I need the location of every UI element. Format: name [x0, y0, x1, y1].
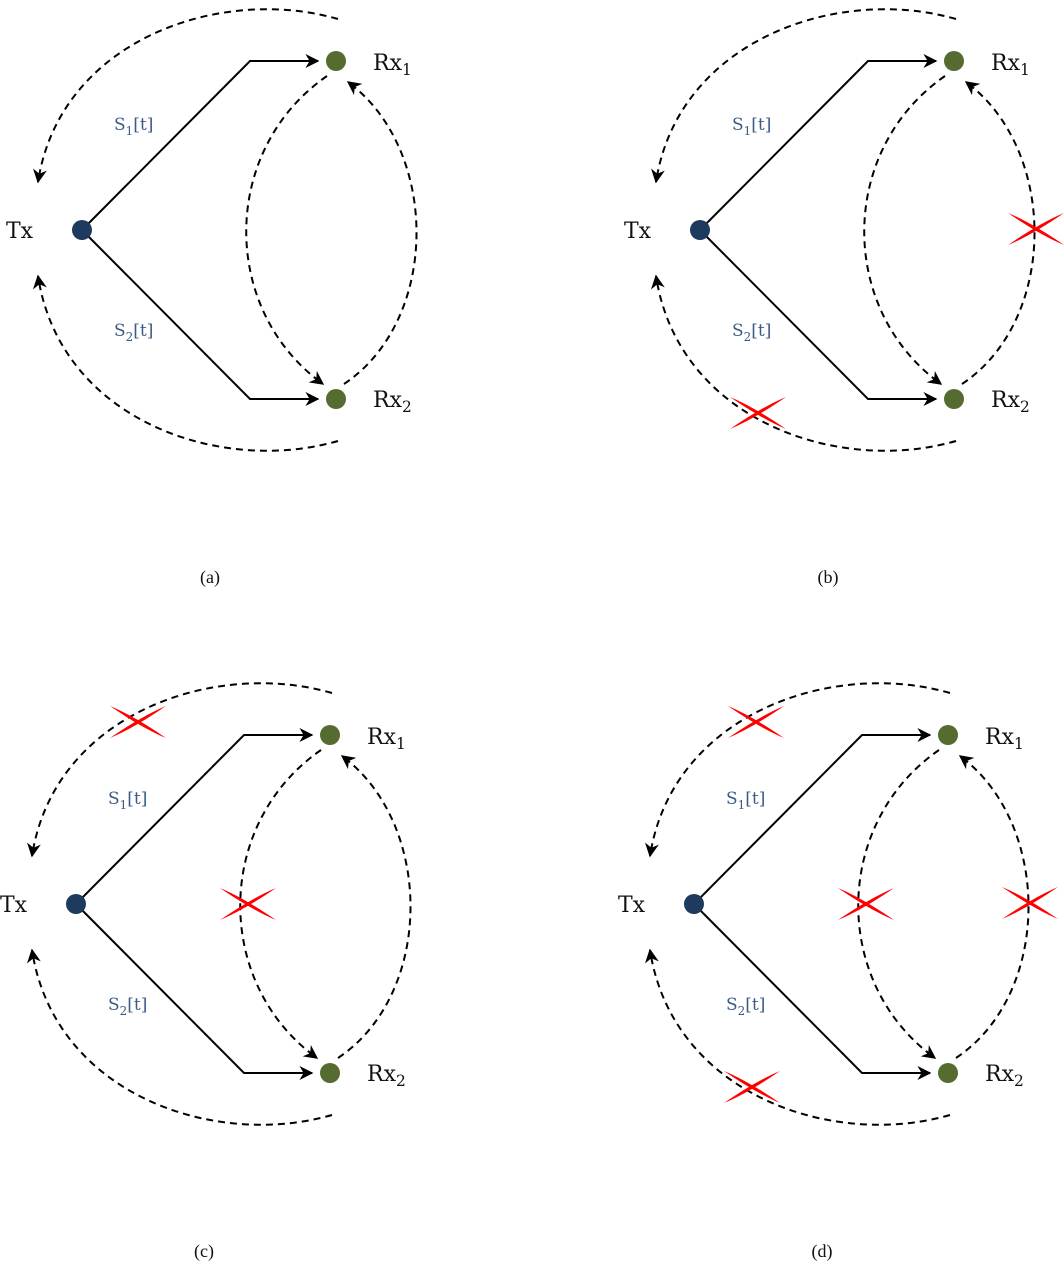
rx1-label: Rx1: [991, 51, 1030, 79]
tx-node: [690, 220, 710, 240]
rx1-label: Rx1: [985, 725, 1024, 753]
rx2-node: [944, 389, 964, 409]
rx2-label: Rx2: [373, 388, 412, 416]
link-rx1-to-rx2: [857, 749, 940, 1059]
signal-path-s1: [699, 54, 938, 231]
blocked-rx1-to-tx-mark: [110, 706, 166, 738]
s1-label: S1[t]: [114, 115, 153, 138]
link-rx2-to-tx: [644, 948, 951, 1126]
rx2-label: Rx2: [991, 388, 1030, 416]
tx-label: Tx: [624, 219, 652, 244]
signal-path-s2: [75, 903, 314, 1080]
blocked-rx2-to-tx-mark: [730, 397, 786, 429]
link-rx1-to-rx2: [863, 75, 946, 385]
s1-label: S1[t]: [732, 115, 771, 138]
s2-label: S2[t]: [726, 995, 765, 1018]
panel-caption: (d): [812, 1241, 833, 1262]
panel-d: Tx Rx1 Rx2 S1[t] S2[t] (d): [618, 682, 1058, 1262]
link-rx2-to-rx1: [961, 81, 1036, 385]
signal-path-s2: [699, 229, 938, 406]
tx-label: Tx: [618, 893, 646, 918]
link-rx1-to-rx2: [245, 75, 328, 385]
signal-path-s1: [693, 728, 932, 905]
link-rx1-to-tx: [645, 682, 951, 858]
panel-c: Tx Rx1 Rx2 S1[t] S2[t] (c): [0, 682, 412, 1262]
rx2-label: Rx2: [367, 1062, 406, 1090]
link-rx2-to-tx: [650, 274, 957, 452]
rx2-node: [326, 389, 346, 409]
blocked-rx2-to-rx1-mark: [1002, 887, 1058, 919]
link-rx1-to-tx: [651, 8, 957, 184]
link-rx1-to-tx: [27, 682, 333, 858]
blocked-rx1-to-tx-mark: [728, 706, 784, 738]
s2-label: S2[t]: [114, 321, 153, 344]
blocked-rx2-to-tx-mark: [724, 1071, 780, 1103]
panel-caption: (b): [818, 567, 839, 588]
rx1-node: [944, 51, 964, 71]
link-rx2-to-rx1: [337, 755, 412, 1059]
signal-path-s1: [75, 728, 314, 905]
rx2-node: [320, 1063, 340, 1083]
s2-label: S2[t]: [732, 321, 771, 344]
rx1-node: [320, 725, 340, 745]
blocked-rx1-to-rx2-mark: [838, 888, 894, 920]
tx-label: Tx: [6, 219, 34, 244]
panel-a: Tx Rx1 Rx2 S1[t] S2[t] (a): [6, 8, 418, 588]
rx1-node: [938, 725, 958, 745]
tx-label: Tx: [0, 893, 28, 918]
link-rx2-to-tx: [26, 948, 333, 1126]
blocked-rx2-to-rx1-mark: [1008, 213, 1064, 245]
s1-label: S1[t]: [108, 789, 147, 812]
tx-node: [684, 894, 704, 914]
rx1-node: [326, 51, 346, 71]
signal-path-s2: [81, 229, 320, 406]
rx2-label: Rx2: [985, 1062, 1024, 1090]
panel-caption: (a): [200, 567, 220, 588]
link-rx1-to-tx: [33, 8, 339, 184]
rx1-label: Rx1: [367, 725, 406, 753]
link-rx1-to-rx2: [239, 749, 322, 1059]
s2-label: S2[t]: [108, 995, 147, 1018]
panel-b: Tx Rx1 Rx2 S1[t] S2[t] (b): [624, 8, 1064, 588]
link-rx2-to-rx1: [343, 81, 418, 385]
panel-caption: (c): [194, 1241, 214, 1262]
s1-label: S1[t]: [726, 789, 765, 812]
signal-path-s2: [693, 903, 932, 1080]
link-rx2-to-tx: [32, 274, 339, 452]
rx2-node: [938, 1063, 958, 1083]
tx-node: [72, 220, 92, 240]
link-rx2-to-rx1: [955, 755, 1030, 1059]
blocked-rx1-to-rx2-mark: [220, 888, 276, 920]
tx-node: [66, 894, 86, 914]
signal-path-s1: [81, 54, 320, 231]
rx1-label: Rx1: [373, 51, 412, 79]
